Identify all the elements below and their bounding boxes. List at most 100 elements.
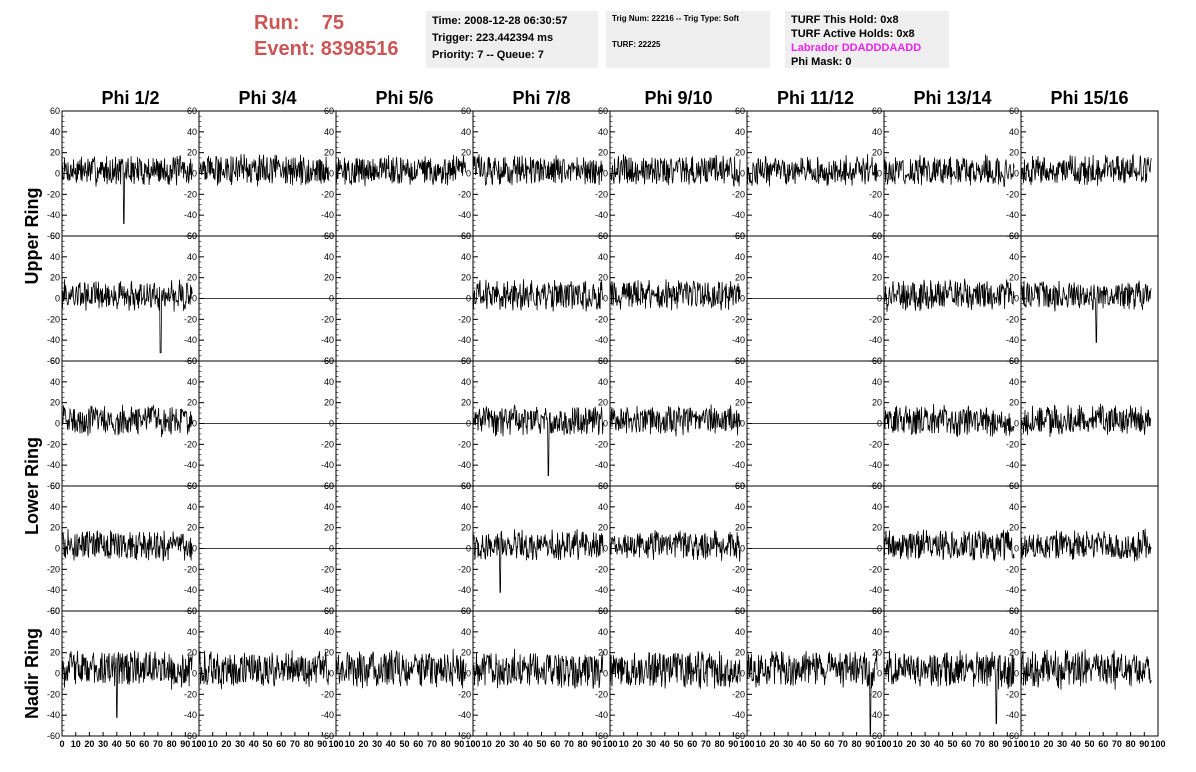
y-tick-label: 20 — [50, 523, 60, 533]
y-tick-label: 60 — [461, 606, 471, 616]
x-tick-label: 30 — [783, 739, 793, 749]
y-tick-label: -40 — [595, 210, 608, 220]
x-tick-label: 60 — [1098, 739, 1108, 749]
y-tick-label: 60 — [50, 481, 60, 491]
x-tick-label: 60 — [550, 739, 560, 749]
x-tick-label: 0 — [1018, 739, 1023, 749]
x-tick-label: 50 — [262, 739, 272, 749]
y-tick-label: -60 — [869, 731, 882, 741]
y-tick-label: -40 — [47, 710, 60, 720]
y-tick-label: -40 — [184, 585, 197, 595]
y-tick-label: 60 — [872, 606, 882, 616]
column-header: Phi 5/6 — [375, 88, 433, 108]
y-tick-label: -40 — [1006, 335, 1019, 345]
y-tick-label: 60 — [598, 481, 608, 491]
y-tick-label: -40 — [321, 585, 334, 595]
y-tick-label: 20 — [735, 148, 745, 158]
waveform-trace — [609, 650, 741, 689]
panel-frame — [609, 610, 748, 737]
y-tick-label: 40 — [872, 627, 882, 637]
waveform-trace — [883, 154, 1015, 188]
y-tick-label: 20 — [461, 273, 471, 283]
y-tick-label: 0 — [55, 294, 60, 304]
y-tick-label: -20 — [869, 439, 882, 449]
y-tick-label: -40 — [869, 710, 882, 720]
y-tick-label: 40 — [324, 502, 334, 512]
y-tick-label: -40 — [595, 585, 608, 595]
y-tick-label: 40 — [50, 127, 60, 137]
x-tick-label: 80 — [715, 739, 725, 749]
y-tick-label: 20 — [735, 523, 745, 533]
x-tick-label: 80 — [441, 739, 451, 749]
y-tick-label: 60 — [461, 106, 471, 116]
x-tick-label: 0 — [196, 739, 201, 749]
x-tick-label: 80 — [852, 739, 862, 749]
y-tick-label: 20 — [187, 148, 197, 158]
event-label: Event: — [254, 38, 316, 60]
x-tick-label: 50 — [399, 739, 409, 749]
y-tick-label: 40 — [735, 127, 745, 137]
y-tick-label: -20 — [47, 689, 60, 699]
x-tick-label: 10 — [1030, 739, 1040, 749]
y-tick-label: 60 — [598, 356, 608, 366]
y-tick-label: 60 — [50, 606, 60, 616]
y-tick-label: 40 — [324, 127, 334, 137]
x-tick-label: 80 — [578, 739, 588, 749]
y-tick-label: 40 — [187, 127, 197, 137]
y-tick-label: 0 — [192, 294, 197, 304]
y-tick-label: 40 — [872, 502, 882, 512]
waveform-trace — [472, 529, 604, 593]
x-tick-label: 50 — [1084, 739, 1094, 749]
waveform-trace — [746, 650, 878, 735]
y-tick-label: 40 — [461, 377, 471, 387]
y-tick-label: 20 — [872, 648, 882, 658]
y-tick-label: -20 — [732, 689, 745, 699]
x-tick-label: 90 — [1002, 739, 1012, 749]
y-tick-label: 40 — [1009, 377, 1019, 387]
y-tick-label: -40 — [47, 585, 60, 595]
y-tick-label: -40 — [184, 210, 197, 220]
y-tick-label: 0 — [192, 169, 197, 179]
y-tick-label: 60 — [1009, 356, 1019, 366]
y-tick-label: 60 — [324, 231, 334, 241]
y-tick-label: -40 — [1006, 210, 1019, 220]
waveform-trace — [61, 650, 193, 718]
waveform-trace — [61, 404, 193, 438]
y-tick-label: 0 — [603, 294, 608, 304]
y-tick-label: 0 — [740, 419, 745, 429]
y-tick-label: 60 — [735, 356, 745, 366]
x-tick-label: 100 — [1150, 739, 1165, 749]
waveform-trace — [61, 155, 193, 224]
y-tick-label: -60 — [1006, 731, 1019, 741]
y-tick-label: 40 — [324, 252, 334, 262]
waveform-trace — [1020, 153, 1152, 186]
y-tick-label: 20 — [1009, 148, 1019, 158]
y-tick-label: 20 — [598, 273, 608, 283]
y-tick-label: 0 — [55, 169, 60, 179]
turf-hold-text: TURF This Hold: 0x8 — [791, 14, 899, 26]
y-tick-label: -60 — [47, 606, 60, 616]
y-tick-label: 20 — [1009, 648, 1019, 658]
waveform-trace — [609, 154, 741, 187]
y-tick-label: 0 — [603, 169, 608, 179]
x-tick-label: 30 — [646, 739, 656, 749]
y-tick-label: 60 — [187, 606, 197, 616]
x-tick-label: 90 — [454, 739, 464, 749]
y-tick-label: 60 — [187, 356, 197, 366]
y-tick-label: -40 — [869, 585, 882, 595]
x-tick-label: 20 — [358, 739, 368, 749]
y-tick-label: 20 — [324, 148, 334, 158]
y-tick-label: -20 — [595, 689, 608, 699]
y-tick-label: -20 — [47, 564, 60, 574]
y-tick-label: -20 — [595, 564, 608, 574]
y-tick-label: 20 — [735, 648, 745, 658]
y-tick-label: 20 — [1009, 398, 1019, 408]
y-tick-label: -20 — [458, 439, 471, 449]
event-value: 8398516 — [320, 38, 399, 60]
x-tick-label: 60 — [824, 739, 834, 749]
y-tick-label: -40 — [321, 210, 334, 220]
x-tick-label: 10 — [619, 739, 629, 749]
x-tick-label: 80 — [167, 739, 177, 749]
y-tick-label: -40 — [458, 460, 471, 470]
